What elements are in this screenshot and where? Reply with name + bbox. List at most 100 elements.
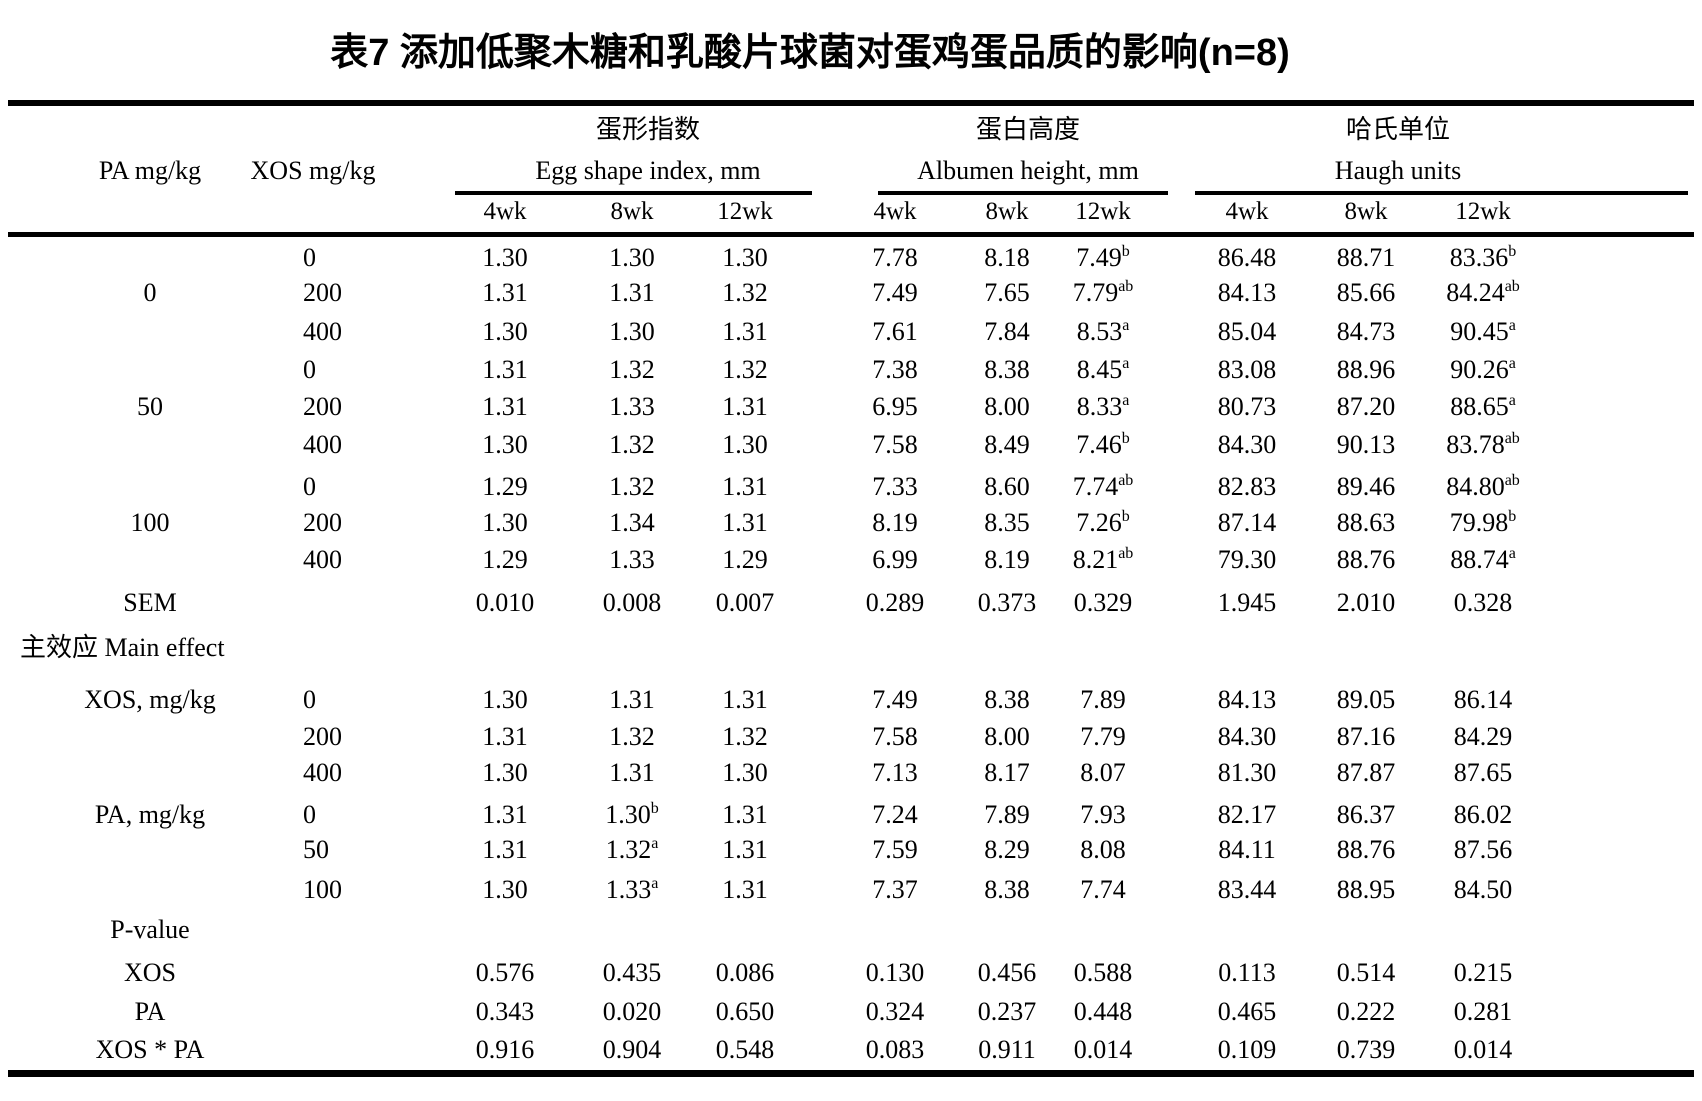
col-header-xos: XOS mg/kg	[250, 156, 376, 185]
group-underline-egg-shape	[455, 191, 812, 195]
table-cell: 1.30	[482, 430, 528, 459]
table-cell: 1.30	[482, 875, 528, 904]
subheader-week: 4wk	[873, 198, 917, 225]
table-cell: 0.465	[1217, 997, 1277, 1026]
table-cell: 0.916	[475, 1035, 535, 1064]
table-cell: 1.31	[482, 722, 528, 751]
table-cell: 87.65	[1453, 758, 1513, 787]
table-cell: 1.34	[609, 508, 655, 537]
table-cell: 84.11	[1218, 835, 1276, 864]
table-cell: 1.31	[609, 758, 655, 787]
table-cell: 83.36b	[1449, 243, 1517, 272]
table-cell: 7.79	[1080, 722, 1126, 751]
table-cell: 0.435	[602, 958, 662, 987]
table-cell: 1.31	[722, 685, 768, 714]
table-cell: 7.89	[984, 800, 1030, 829]
table-cell: 1.31	[722, 472, 768, 501]
table-cell: 7.49	[872, 278, 918, 307]
table-cell: 89.46	[1336, 472, 1396, 501]
col-header-pa: PA mg/kg	[98, 156, 202, 185]
subheader-week: 8wk	[985, 198, 1029, 225]
table-cell: 0.014	[1073, 1035, 1133, 1064]
group-underline-haugh	[1195, 191, 1688, 195]
group-header-haugh-zh: 哈氏单位	[1345, 115, 1451, 144]
table-cell: 0.010	[475, 588, 535, 617]
table-cell: 0.215	[1453, 958, 1513, 987]
table-cell: 1.31	[482, 835, 528, 864]
table-cell: 86.37	[1336, 800, 1396, 829]
table-cell: 1.32	[609, 472, 655, 501]
table-cell: 7.89	[1080, 685, 1126, 714]
row-label: PA, mg/kg	[94, 800, 206, 829]
table-cell: 0.588	[1073, 958, 1133, 987]
row-label: 100	[130, 508, 170, 537]
table-cell: 6.95	[872, 392, 918, 421]
table-cell: 0.650	[715, 997, 775, 1026]
table-cell: 0.086	[715, 958, 775, 987]
table-cell: 90.26a	[1450, 355, 1516, 384]
table-cell: 1.31	[482, 800, 528, 829]
table-cell: 8.38	[984, 875, 1030, 904]
table-cell: 1.31	[609, 685, 655, 714]
row-label: PA	[134, 997, 166, 1026]
table-cell: 85.04	[1217, 317, 1277, 346]
table-cell: 1.30	[609, 243, 655, 272]
table-cell: 88.76	[1336, 835, 1396, 864]
xos-level: 0	[303, 472, 316, 501]
table-cell: 0.456	[977, 958, 1037, 987]
table-cell: 0.083	[865, 1035, 925, 1064]
table-cell: 1.32	[722, 278, 768, 307]
table-cell: 7.58	[872, 430, 918, 459]
table-cell: 2.010	[1336, 588, 1396, 617]
subheader-week: 4wk	[483, 198, 527, 225]
row-label: XOS * PA	[95, 1035, 205, 1064]
xos-level: 200	[303, 278, 342, 307]
table-cell: 1.30	[722, 758, 768, 787]
table-cell: 83.78ab	[1446, 430, 1520, 459]
table-cell: 8.21ab	[1072, 545, 1134, 574]
table-cell: 0.448	[1073, 997, 1133, 1026]
table-cell: 88.71	[1336, 243, 1396, 272]
table-cell: 0.222	[1336, 997, 1396, 1026]
subheader-week: 12wk	[717, 198, 773, 225]
table-cell: 8.38	[984, 355, 1030, 384]
table-cell: 84.29	[1453, 722, 1513, 751]
table-cell: 0.343	[475, 997, 535, 1026]
row-label: 主效应 Main effect	[20, 633, 225, 662]
table-cell: 1.33	[609, 545, 655, 574]
table-cell: 7.13	[872, 758, 918, 787]
table-cell: 8.53a	[1076, 317, 1130, 346]
table-cell: 1.30	[482, 758, 528, 787]
table-cell: 7.38	[872, 355, 918, 384]
table-cell: 0.514	[1336, 958, 1396, 987]
table-cell: 8.07	[1080, 758, 1126, 787]
table-cell: 0.911	[978, 1035, 1036, 1064]
table-cell: 7.79ab	[1072, 278, 1134, 307]
table-cell: 84.73	[1336, 317, 1396, 346]
table-cell: 90.45a	[1450, 317, 1516, 346]
table-cell: 7.46b	[1076, 430, 1130, 459]
table-cell: 88.65a	[1450, 392, 1516, 421]
table-cell: 81.30	[1217, 758, 1277, 787]
table-cell: 1.32a	[605, 835, 659, 864]
table-cell: 0.739	[1336, 1035, 1396, 1064]
table-cell: 86.14	[1453, 685, 1513, 714]
xos-level: 400	[303, 317, 342, 346]
table-cell: 0.281	[1453, 997, 1513, 1026]
table-cell: 1.32	[609, 430, 655, 459]
table-cell: 7.24	[872, 800, 918, 829]
table-cell: 1.31	[722, 317, 768, 346]
group-underline-albumen	[878, 191, 1168, 195]
table-cell: 1.30	[482, 317, 528, 346]
row-label: XOS, mg/kg	[84, 685, 216, 714]
table-cell: 0.289	[865, 588, 925, 617]
table-cell: 7.74ab	[1072, 472, 1134, 501]
table-cell: 88.74a	[1450, 545, 1516, 574]
table-cell: 0.237	[977, 997, 1037, 1026]
table-cell: 1.33a	[605, 875, 659, 904]
table-cell: 7.26b	[1076, 508, 1130, 537]
table-cell: 8.29	[984, 835, 1030, 864]
table-cell: 1.33	[609, 392, 655, 421]
table-cell: 8.49	[984, 430, 1030, 459]
xos-level: 50	[303, 835, 329, 864]
